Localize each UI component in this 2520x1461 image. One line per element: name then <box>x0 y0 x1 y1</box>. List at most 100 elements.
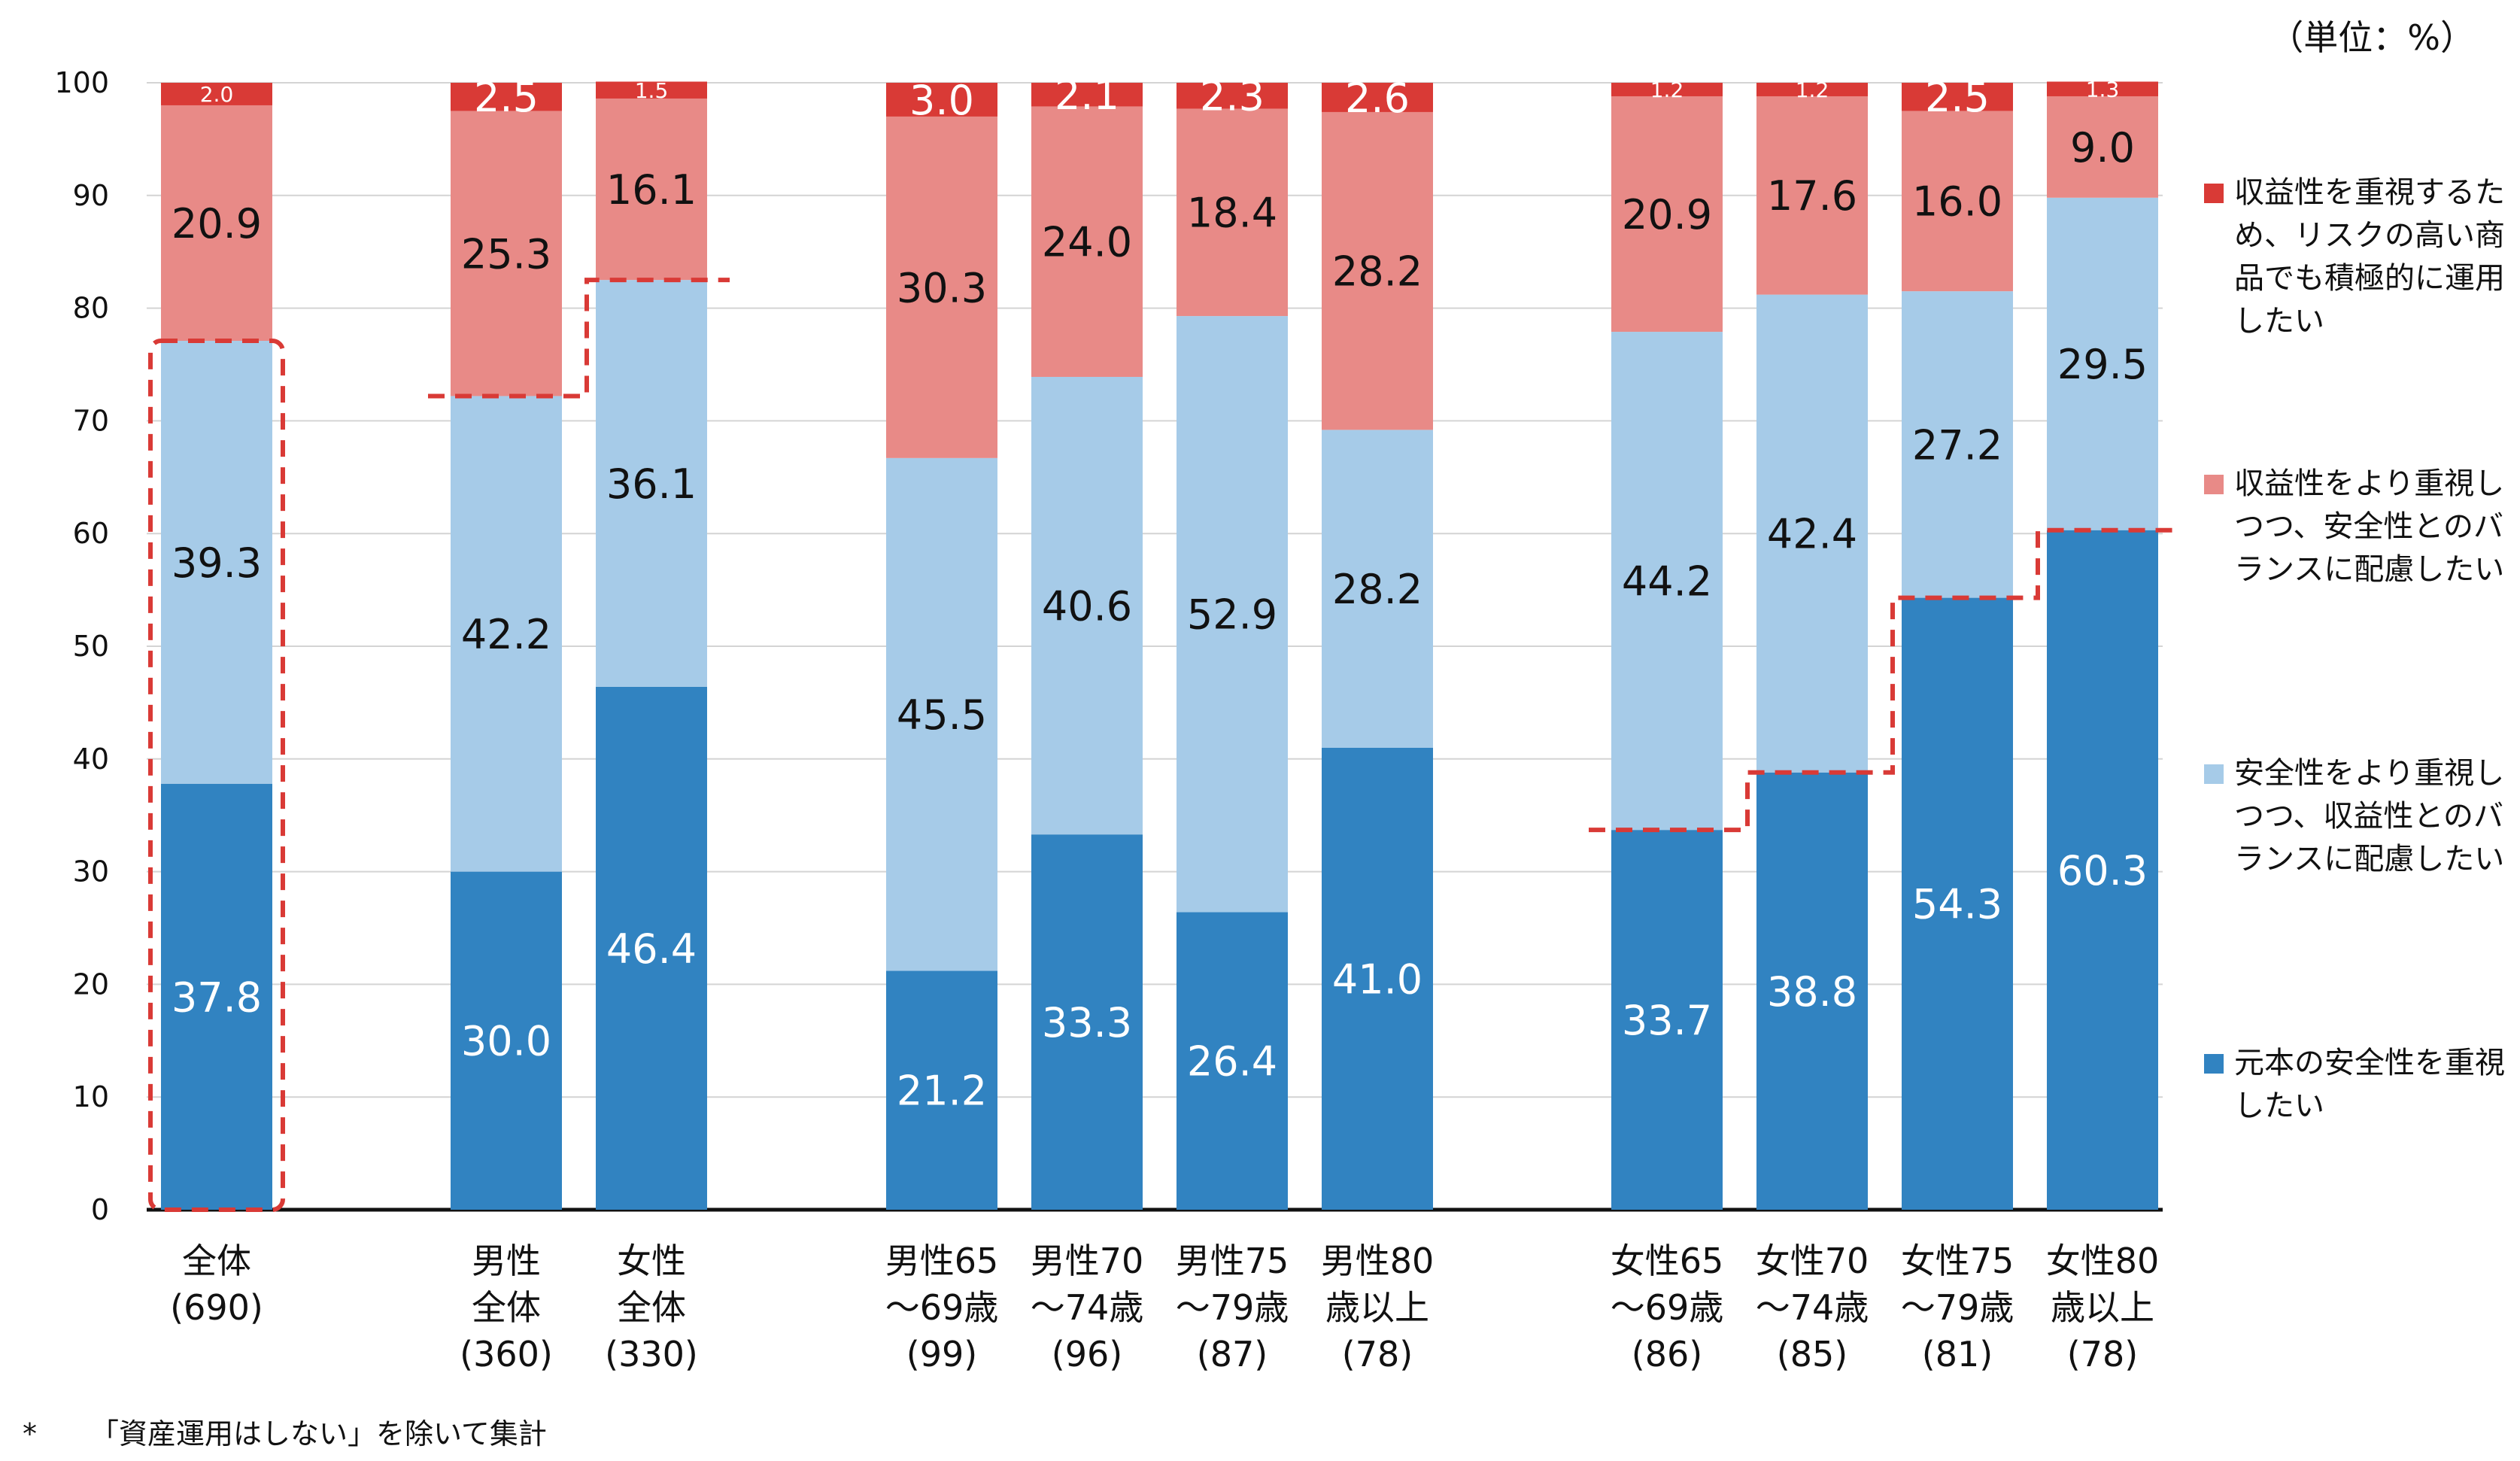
bar-segment <box>1611 332 1723 831</box>
data-label: 26.4 <box>1187 1038 1277 1086</box>
bar-segment <box>2047 197 2158 530</box>
category-label: 男性75 <box>1176 1241 1289 1281</box>
bar-segment <box>161 105 272 342</box>
data-label: 21.2 <box>897 1068 987 1115</box>
data-label: 28.2 <box>1332 566 1422 613</box>
category-label: 男性70 <box>1031 1241 1144 1281</box>
category-label: 全体 <box>182 1241 251 1281</box>
category-label: 女性75 <box>1901 1241 2014 1281</box>
data-label: 33.7 <box>1622 997 1712 1044</box>
legend-swatch <box>2204 1054 2224 1074</box>
category-label: ～69歳 <box>885 1287 999 1328</box>
data-label: 2.1 <box>1055 71 1119 119</box>
bar-segment <box>886 116 997 458</box>
legend-swatch <box>2204 764 2224 784</box>
bar-segment <box>1756 96 1868 295</box>
category-label: (360) <box>460 1334 553 1374</box>
data-label: 25.3 <box>461 230 551 278</box>
data-label: 40.6 <box>1042 583 1132 630</box>
bar-segment <box>1177 108 1288 317</box>
y-tick-label: 70 <box>73 404 109 437</box>
data-label: 18.4 <box>1187 190 1277 237</box>
unit-label: （単位：%） <box>2269 17 2475 58</box>
footnote-text: 「資産運用はしない」を除いて集計 <box>90 1417 547 1450</box>
bars <box>161 81 2158 1210</box>
category-label: 女性65 <box>1611 1241 1724 1281</box>
legend-label: 元本の安全性を重視したい <box>2234 1046 2505 1123</box>
data-label: 36.1 <box>606 460 697 508</box>
category-label: 歳以上 <box>2051 1287 2154 1328</box>
bar-segment <box>1611 83 1723 96</box>
data-label: 44.2 <box>1622 558 1712 606</box>
bar-segment <box>2047 530 2158 1210</box>
category-label: (690) <box>170 1287 263 1328</box>
bar-segment <box>1902 111 2013 292</box>
data-label: 39.3 <box>172 539 262 587</box>
x-axis-labels: 全体(690)男性全体(360)女性全体(330)男性65～69歳(99)男性7… <box>170 1241 2159 1374</box>
y-tick-label: 20 <box>73 967 109 1001</box>
bar-segment <box>1322 111 1433 430</box>
bar-segment <box>451 396 562 872</box>
y-tick-label: 80 <box>73 292 109 325</box>
bar-segment <box>1902 83 2013 111</box>
bar-segment <box>451 111 562 396</box>
highlight-step <box>428 278 730 399</box>
highlight-box <box>148 339 285 1212</box>
bar-segment <box>1031 376 1143 835</box>
bar-segment <box>161 341 272 784</box>
highlight-step <box>1589 527 2181 833</box>
data-label: 2.3 <box>1200 73 1265 120</box>
bar-segment <box>1322 747 1433 1210</box>
bar-segment <box>886 83 997 117</box>
data-label: 2.5 <box>1925 74 1990 121</box>
category-label: ～79歳 <box>1176 1287 1289 1328</box>
bar-segment <box>161 83 272 105</box>
data-label: 2.6 <box>1345 74 1410 122</box>
bar-segment <box>1902 291 2013 598</box>
category-label: ～79歳 <box>1901 1287 2014 1328</box>
y-tick-label: 10 <box>73 1080 109 1113</box>
data-label: 1.5 <box>635 78 669 103</box>
category-label: (87) <box>1197 1334 1268 1374</box>
data-label: 1.2 <box>1796 77 1829 102</box>
y-tick-label: 100 <box>54 66 109 99</box>
bar-segment <box>451 83 562 111</box>
category-label: (330) <box>605 1334 698 1374</box>
data-label: 33.3 <box>1042 999 1132 1046</box>
bar-segment <box>1031 834 1143 1210</box>
category-label: 全体 <box>472 1287 541 1328</box>
y-tick-label: 30 <box>73 855 109 888</box>
bar-segment <box>1611 96 1723 333</box>
y-tick-label: 0 <box>91 1193 109 1226</box>
category-label: 男性 <box>472 1241 541 1281</box>
bar-segment <box>2047 81 2158 96</box>
category-label: (99) <box>906 1334 977 1374</box>
category-label: 女性70 <box>1756 1241 1869 1281</box>
category-label: (86) <box>1632 1334 1702 1374</box>
data-label: 29.5 <box>2057 341 2148 388</box>
bar-segment <box>1756 83 1868 96</box>
data-label: 42.4 <box>1767 511 1857 558</box>
category-label: (78) <box>2067 1334 2138 1374</box>
y-tick-label: 90 <box>73 179 109 212</box>
bar-segment <box>886 970 997 1210</box>
bar-segment <box>1756 772 1868 1210</box>
category-label: 全体 <box>617 1287 686 1328</box>
stacked-bar-chart: 0 10 20 30 40 50 60 70 80 90 100 37.8 39.3 20.9 2.0 30… <box>54 66 2181 1374</box>
bar-segment <box>596 686 707 1210</box>
category-label: 男性65 <box>885 1241 999 1281</box>
bar-segment <box>1322 83 1433 112</box>
bar-segment <box>596 280 707 687</box>
data-labels: 37.8 39.3 20.9 2.0 30.0 42.2 25.3 2.5 46.4 36.1 16… <box>172 71 2148 1114</box>
legend-label: 安全性をより重視しつつ、収益性とのバランスに配慮したい <box>2234 756 2505 876</box>
data-label: 30.0 <box>461 1018 551 1065</box>
bar-segment <box>1756 294 1868 773</box>
footnote-marker: * <box>23 1417 37 1450</box>
category-label: (78) <box>1342 1334 1413 1374</box>
data-label: 60.3 <box>2057 847 2148 895</box>
category-label: 女性80 <box>2046 1241 2160 1281</box>
data-label: 41.0 <box>1332 955 1422 1003</box>
category-label: ～69歳 <box>1611 1287 1724 1328</box>
bar-segment <box>1322 430 1433 748</box>
data-label: 3.0 <box>909 77 974 124</box>
